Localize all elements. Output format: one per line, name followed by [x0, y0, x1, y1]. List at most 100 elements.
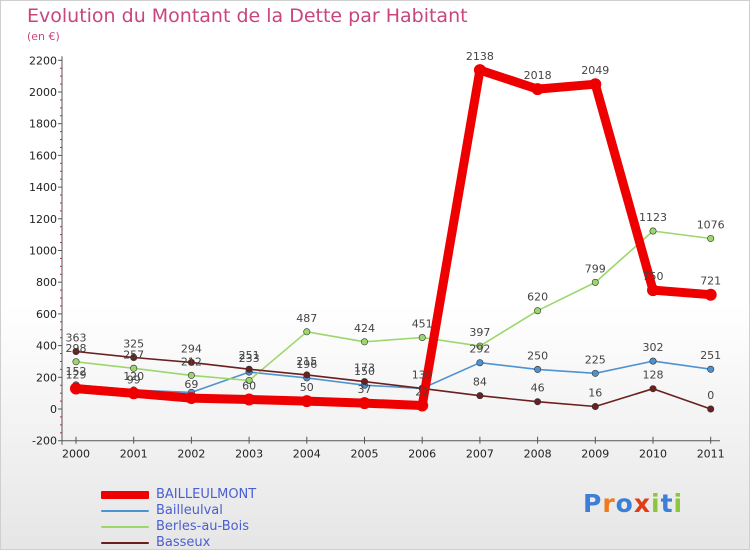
legend-label: BAILLEULMONT [156, 487, 257, 502]
data-point [245, 365, 253, 373]
legend-label: Berles-au-Bois [156, 519, 250, 534]
brand-letter: P [583, 489, 603, 518]
data-label: 2049 [581, 64, 609, 77]
data-label: 233 [239, 352, 260, 365]
data-point [360, 378, 368, 386]
data-label: 250 [527, 349, 548, 362]
legend-swatch [101, 542, 149, 544]
data-point [185, 392, 198, 405]
x-tick-label: 2008 [524, 448, 552, 461]
data-point [591, 402, 599, 410]
data-label: 451 [412, 318, 433, 331]
data-label: 302 [643, 341, 664, 354]
y-tick-label: 1600 [29, 149, 57, 162]
brand-letter: o [615, 489, 634, 518]
data-point [591, 278, 599, 286]
data-label: 2138 [466, 50, 494, 63]
legend-label: Basseux [156, 535, 211, 550]
data-label: 69 [184, 378, 198, 391]
data-point [303, 328, 311, 336]
data-point [649, 227, 657, 235]
x-tick-label: 2002 [177, 448, 205, 461]
y-tick-label: 600 [36, 308, 57, 321]
legend-label: Bailleulval [156, 503, 223, 518]
data-label: 0 [707, 389, 714, 402]
data-label: 130 [412, 368, 433, 381]
data-label: 22 [415, 386, 429, 399]
data-label: 620 [527, 291, 548, 304]
y-tick-label: 1200 [29, 213, 57, 226]
data-label: 487 [296, 312, 317, 325]
data-label: 60 [242, 379, 256, 392]
x-tick-label: 2010 [639, 448, 667, 461]
data-label: 2018 [524, 69, 552, 82]
data-label: 129 [66, 369, 87, 382]
data-label: 16 [588, 386, 602, 399]
data-point [303, 371, 311, 379]
data-label: 120 [123, 370, 144, 383]
legend-swatch [101, 491, 149, 499]
data-label: 99 [127, 373, 141, 386]
data-point [360, 338, 368, 346]
data-label: 292 [469, 343, 490, 356]
data-point [418, 334, 426, 342]
brand-letter: x [633, 489, 651, 518]
data-label: 50 [300, 381, 314, 394]
x-tick-label: 2000 [62, 448, 90, 461]
data-label: 1076 [697, 218, 725, 231]
data-point [534, 398, 542, 406]
x-tick-label: 2009 [581, 448, 609, 461]
x-tick-label: 2011 [697, 448, 725, 461]
data-label: 251 [239, 349, 260, 362]
data-label: 325 [123, 337, 144, 350]
data-point [591, 369, 599, 377]
data-label: 298 [66, 342, 87, 355]
data-label: 397 [469, 326, 490, 339]
data-label: 294 [181, 342, 202, 355]
data-point [649, 385, 657, 393]
data-point [130, 353, 138, 361]
data-point [704, 288, 717, 301]
data-label: 152 [66, 365, 87, 378]
x-tick-label: 2005 [351, 448, 379, 461]
data-point [476, 342, 484, 350]
unit-label: (en €) [27, 30, 60, 43]
legend: BAILLEULMONT Bailleulval Berles-au-Bois Bas… [101, 487, 361, 551]
data-label: 721 [700, 275, 721, 288]
data-point [531, 83, 544, 96]
x-tick-label: 2004 [293, 448, 321, 461]
data-point [416, 399, 429, 412]
x-tick-label: 2001 [120, 448, 148, 461]
data-point [187, 358, 195, 366]
data-label: 46 [531, 382, 545, 395]
data-point [300, 395, 313, 408]
y-tick-label: 1800 [29, 118, 57, 131]
brand-logo: Proxiti [583, 489, 683, 518]
data-point [358, 397, 371, 410]
data-point [243, 393, 256, 406]
brand-letter: i [651, 489, 661, 518]
y-tick-label: -200 [32, 435, 57, 448]
data-point [130, 364, 138, 372]
data-label: 128 [643, 369, 664, 382]
data-label: 173 [354, 362, 375, 375]
y-tick-label: 1000 [29, 245, 57, 258]
data-label: 750 [643, 270, 664, 283]
y-tick-label: 1400 [29, 181, 57, 194]
legend-item: Basseux [101, 535, 361, 551]
data-point [649, 357, 657, 365]
data-point [589, 78, 602, 91]
data-point [534, 365, 542, 373]
data-label: 799 [585, 262, 606, 275]
data-point [476, 359, 484, 367]
data-label: 196 [296, 358, 317, 371]
y-tick-label: 400 [36, 340, 57, 353]
data-point [245, 376, 253, 384]
data-point [534, 307, 542, 315]
data-point [707, 234, 715, 242]
data-point [72, 347, 80, 355]
data-label: 1123 [639, 211, 667, 224]
y-tick-label: 2000 [29, 86, 57, 99]
